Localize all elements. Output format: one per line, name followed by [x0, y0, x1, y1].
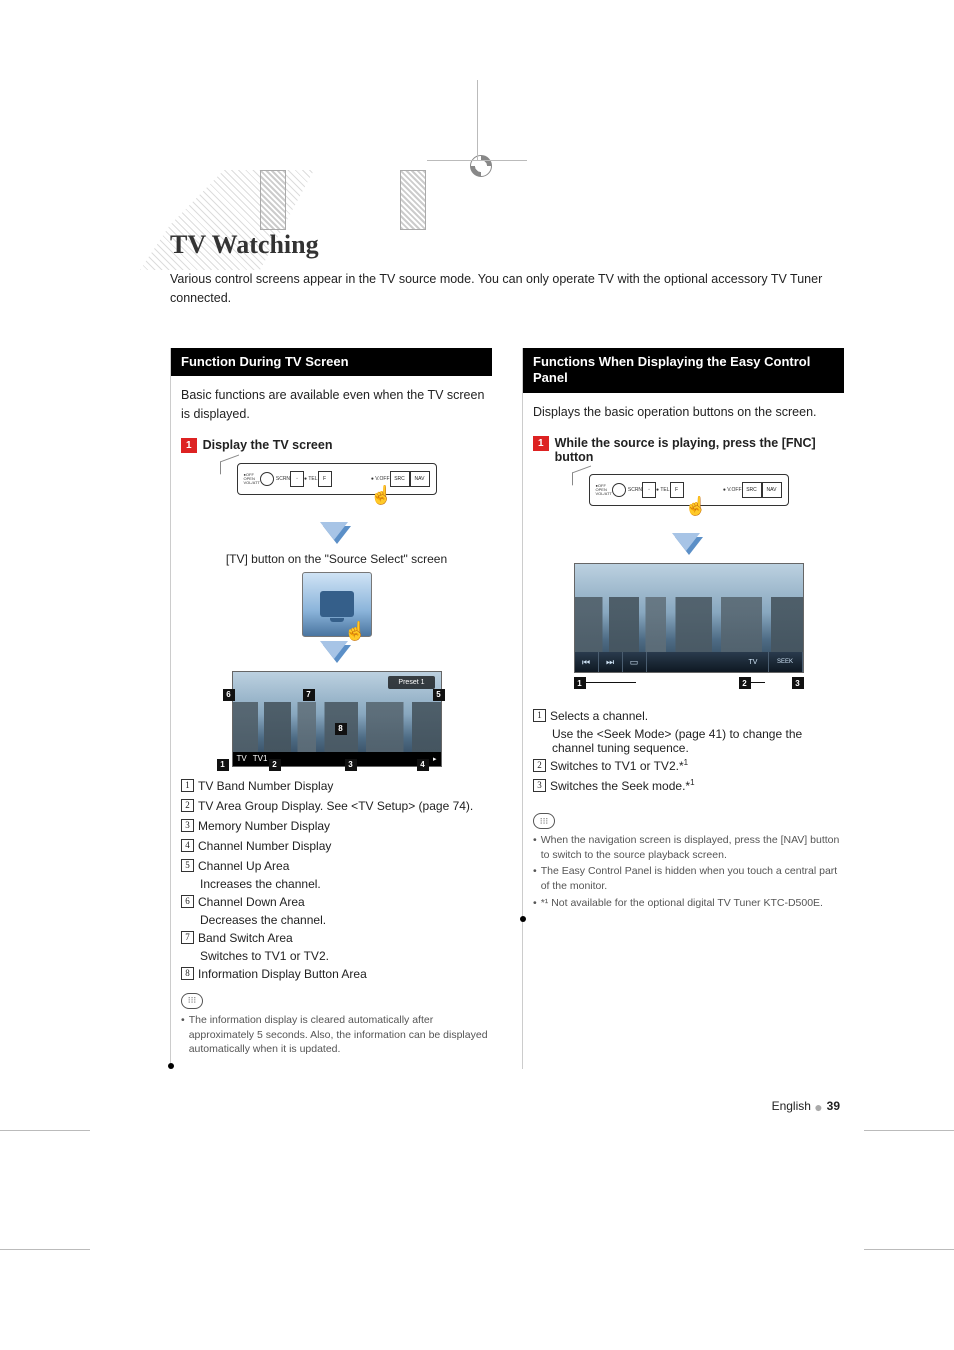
step-text: While the source is playing, press the […	[555, 436, 844, 464]
info-bar: TV TV1 ▸	[233, 752, 441, 766]
callout-1: 1	[217, 759, 229, 771]
left-column: Function During TV Screen Basic function…	[170, 348, 492, 1069]
nav-btn: NAV	[762, 482, 782, 498]
device-panel-figure: ●OFF OPEN VOL/ATT SCRN ◦ ● TEL F ● V.OFF…	[589, 474, 789, 529]
callout-1: 1	[574, 677, 586, 689]
callout-3: 3	[345, 759, 357, 771]
footer-bullet-icon: ●	[814, 1099, 826, 1115]
callout-5: 5	[433, 689, 445, 701]
callout-7: 7	[303, 689, 315, 701]
volume-knob	[260, 472, 274, 486]
callout-4: 4	[417, 759, 429, 771]
easy-control-panel-figure: ⏮ ⏭ ▭ TV SEEK	[574, 563, 804, 673]
scrn-btn: ◦	[642, 482, 656, 498]
seek-mode-btn: SEEK	[769, 652, 803, 672]
page-content: TV Watching Various control screens appe…	[0, 0, 954, 1175]
right-column: Functions When Displaying the Easy Contr…	[522, 348, 844, 1069]
note-icon: ⁝⁝⁝	[181, 993, 203, 1009]
section-end-dot	[520, 916, 526, 922]
callout-list-right: 1Selects a channel.	[533, 707, 844, 725]
callout-2: 2	[739, 677, 751, 689]
callout-row-right: 1 2 3	[574, 677, 804, 691]
callout-2: 2	[269, 759, 281, 771]
two-column-layout: Function During TV Screen Basic function…	[170, 348, 844, 1069]
down-arrow-icon	[675, 537, 703, 555]
intro-text: Various control screens appear in the TV…	[170, 270, 844, 308]
section-header-left: Function During TV Screen	[171, 348, 492, 377]
hand-pointer-icon: ☝	[344, 621, 366, 642]
prev-channel-btn: ⏮	[575, 652, 599, 672]
step-1-right: 1 While the source is playing, press the…	[533, 436, 844, 464]
next-channel-btn: ⏭	[599, 652, 623, 672]
control-bar: ⏮ ⏭ ▭ TV SEEK	[575, 652, 803, 672]
note-icon: ⁝⁝⁝	[533, 813, 555, 829]
left-body: Basic functions are available even when …	[181, 386, 492, 424]
src-btn: SRC	[742, 482, 762, 498]
fnc-btn: F	[670, 482, 684, 498]
program-overlay: Preset 1	[388, 676, 434, 689]
tv-screen-figure: Preset 1 TV TV1 ▸	[232, 671, 442, 767]
step-number-badge: 1	[533, 436, 549, 451]
down-arrow-icon	[323, 526, 351, 544]
step-1-left: 1 Display the TV screen	[181, 438, 492, 453]
right-body: Displays the basic operation buttons on …	[533, 403, 844, 422]
scrn-btn: ◦	[290, 471, 304, 487]
callout-6: 6	[223, 689, 235, 701]
screen-btn: ▭	[623, 652, 647, 672]
step-text: Display the TV screen	[203, 438, 333, 452]
section-header-right: Functions When Displaying the Easy Contr…	[523, 348, 844, 394]
page-footer: English ● 39	[170, 1099, 844, 1115]
source-select-caption: [TV] button on the "Source Select" scree…	[181, 552, 492, 566]
hand-pointer-icon: ☝	[685, 496, 707, 517]
down-arrow-icon	[323, 645, 351, 663]
note-list-right: When the navigation screen is displayed,…	[533, 833, 844, 910]
nav-btn: NAV	[410, 471, 430, 487]
tv-source-icon: ☝	[302, 572, 372, 637]
volume-knob	[612, 483, 626, 497]
device-panel-figure: ●OFF OPEN VOL/ATT SCRN ◦ ● TEL F ● V.OFF…	[237, 463, 437, 518]
tv-switch-btn: TV	[739, 652, 769, 672]
note-list-left: The information display is cleared autom…	[181, 1013, 492, 1057]
callout-3: 3	[792, 677, 804, 689]
page-title: TV Watching	[170, 230, 844, 260]
step-number-badge: 1	[181, 438, 197, 453]
callout-8: 8	[335, 723, 347, 735]
section-end-dot	[168, 1063, 174, 1069]
callout-list-left: 1TV Band Number Display 2TV Area Group D…	[181, 777, 492, 875]
tel-btn: F	[318, 471, 332, 487]
hand-pointer-icon: ☝	[370, 485, 392, 506]
